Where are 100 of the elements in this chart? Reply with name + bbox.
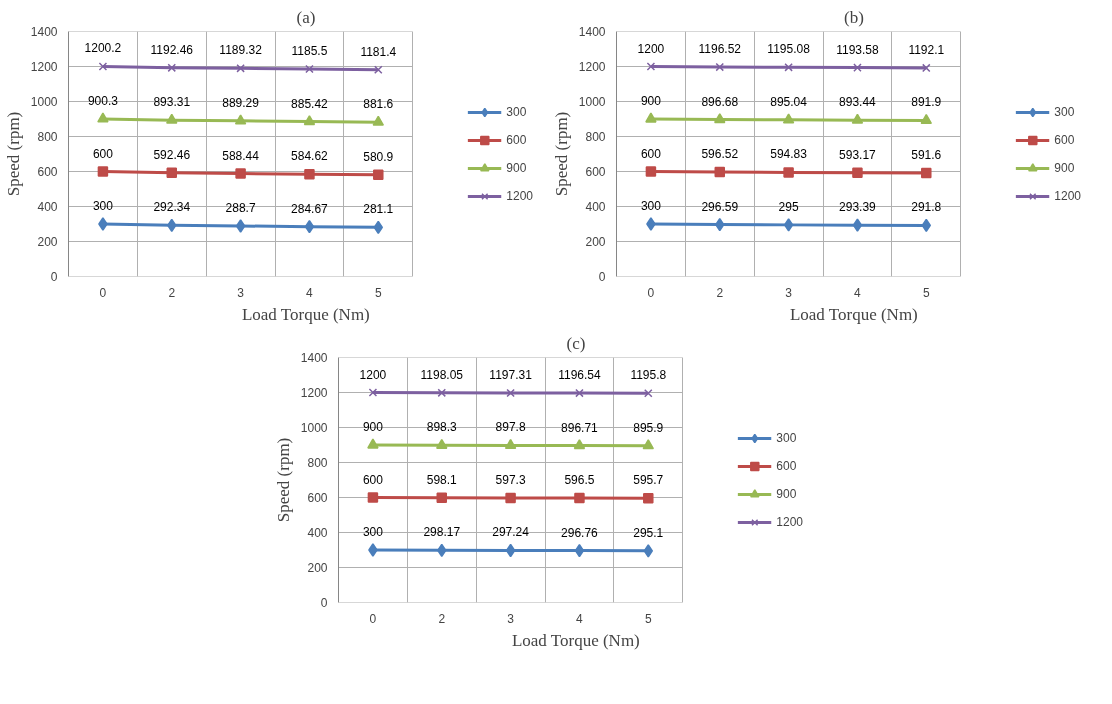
point xyxy=(504,438,517,450)
data-label: 1200.2 xyxy=(84,41,122,56)
data-label: 292.34 xyxy=(153,200,191,215)
y-tick-label: 1200 xyxy=(578,60,606,74)
y-tick-label: 600 xyxy=(37,165,58,179)
point xyxy=(304,168,315,180)
legend-label: 1200 xyxy=(1054,188,1081,203)
point xyxy=(575,388,584,398)
data-label: 1196.54 xyxy=(558,368,602,383)
x-tick-label: 5 xyxy=(922,285,930,300)
data-label: 593.17 xyxy=(839,147,877,162)
point xyxy=(367,492,379,503)
point xyxy=(436,438,448,449)
point xyxy=(574,492,585,504)
data-label: 1196.52 xyxy=(698,42,742,57)
y-tick-label: 200 xyxy=(585,235,606,249)
data-label: 1200 xyxy=(637,41,665,56)
data-label: 891.9 xyxy=(911,95,942,110)
data-label: 893.44 xyxy=(839,95,877,110)
data-label: 293.39 xyxy=(839,200,877,215)
y-tick-label: 1000 xyxy=(300,421,328,435)
point xyxy=(574,543,585,558)
y-tick-label: 800 xyxy=(307,456,328,470)
point xyxy=(643,544,654,558)
data-label: 1192.46 xyxy=(150,42,194,57)
point xyxy=(714,166,726,178)
point xyxy=(505,492,516,504)
point xyxy=(784,63,793,72)
point xyxy=(852,218,863,232)
data-label: 881.6 xyxy=(363,97,394,112)
point xyxy=(783,167,794,178)
y-tick-label: 1200 xyxy=(300,386,328,400)
y-tick-label: 0 xyxy=(598,270,606,284)
data-label: 900 xyxy=(362,420,384,434)
data-label: 600 xyxy=(640,146,662,161)
x-tick-label: 3 xyxy=(507,611,515,626)
data-label: 900 xyxy=(640,94,662,108)
point xyxy=(573,439,586,450)
x-tick-label: 4 xyxy=(576,611,584,626)
point xyxy=(643,493,654,504)
data-label: 600 xyxy=(362,472,384,487)
data-label: 281.1 xyxy=(363,202,394,217)
data-label: 592.46 xyxy=(153,147,191,162)
y-tick-label: 1400 xyxy=(300,351,328,365)
y-tick-label: 800 xyxy=(585,130,606,144)
x-tick-label: 5 xyxy=(374,285,382,300)
x-tick-label: 3 xyxy=(785,285,793,300)
point xyxy=(782,113,795,124)
point xyxy=(97,112,109,123)
legend-label: 300 xyxy=(506,104,527,119)
y-tick-label: 200 xyxy=(37,235,58,249)
data-label: 584.62 xyxy=(291,149,329,164)
y-tick-label: 400 xyxy=(307,526,328,540)
legend-label: 900 xyxy=(776,486,797,501)
chart-title: (c) xyxy=(566,333,586,353)
data-label: 288.7 xyxy=(225,200,256,215)
data-label: 893.31 xyxy=(153,95,191,110)
point xyxy=(852,167,863,178)
data-label: 897.8 xyxy=(495,420,526,435)
legend-label: 900 xyxy=(506,160,527,175)
data-label: 900.3 xyxy=(87,93,119,108)
data-label: 291.8 xyxy=(911,200,942,215)
data-label: 588.44 xyxy=(222,148,260,163)
y-axis-title: Speed (rpm) xyxy=(551,111,571,197)
point xyxy=(851,113,864,124)
x-axis-title: Load Torque (Nm) xyxy=(511,630,640,650)
point xyxy=(167,63,177,73)
x-tick-label: 0 xyxy=(369,611,377,626)
y-tick-label: 0 xyxy=(320,596,328,610)
data-label: 580.9 xyxy=(363,149,394,164)
point xyxy=(236,64,245,73)
chart-title: (b) xyxy=(844,7,864,27)
data-label: 895.04 xyxy=(770,94,808,109)
point xyxy=(783,218,794,232)
point xyxy=(304,219,315,234)
point xyxy=(920,113,933,125)
data-label: 295 xyxy=(778,199,799,214)
point xyxy=(921,167,932,179)
point xyxy=(368,388,378,397)
point xyxy=(368,543,378,557)
y-tick-label: 800 xyxy=(37,130,58,144)
x-tick-label: 2 xyxy=(168,285,176,300)
point xyxy=(97,166,109,177)
point xyxy=(305,64,314,74)
point xyxy=(715,62,725,72)
y-tick-label: 1000 xyxy=(30,95,58,109)
point xyxy=(853,63,862,72)
legend-label: 1200 xyxy=(776,514,803,529)
legend-label: 900 xyxy=(1054,160,1075,175)
point xyxy=(374,65,383,75)
y-axis-title: Speed (rpm) xyxy=(273,437,293,523)
point xyxy=(646,217,656,231)
point xyxy=(235,219,246,233)
point xyxy=(506,388,515,398)
data-label: 284.67 xyxy=(291,201,329,216)
data-label: 597.3 xyxy=(495,472,526,487)
y-tick-label: 0 xyxy=(50,270,58,284)
data-label: 1192.1 xyxy=(908,42,945,57)
y-axis-title: Speed (rpm) xyxy=(3,111,23,197)
x-tick-label: 4 xyxy=(306,285,314,300)
